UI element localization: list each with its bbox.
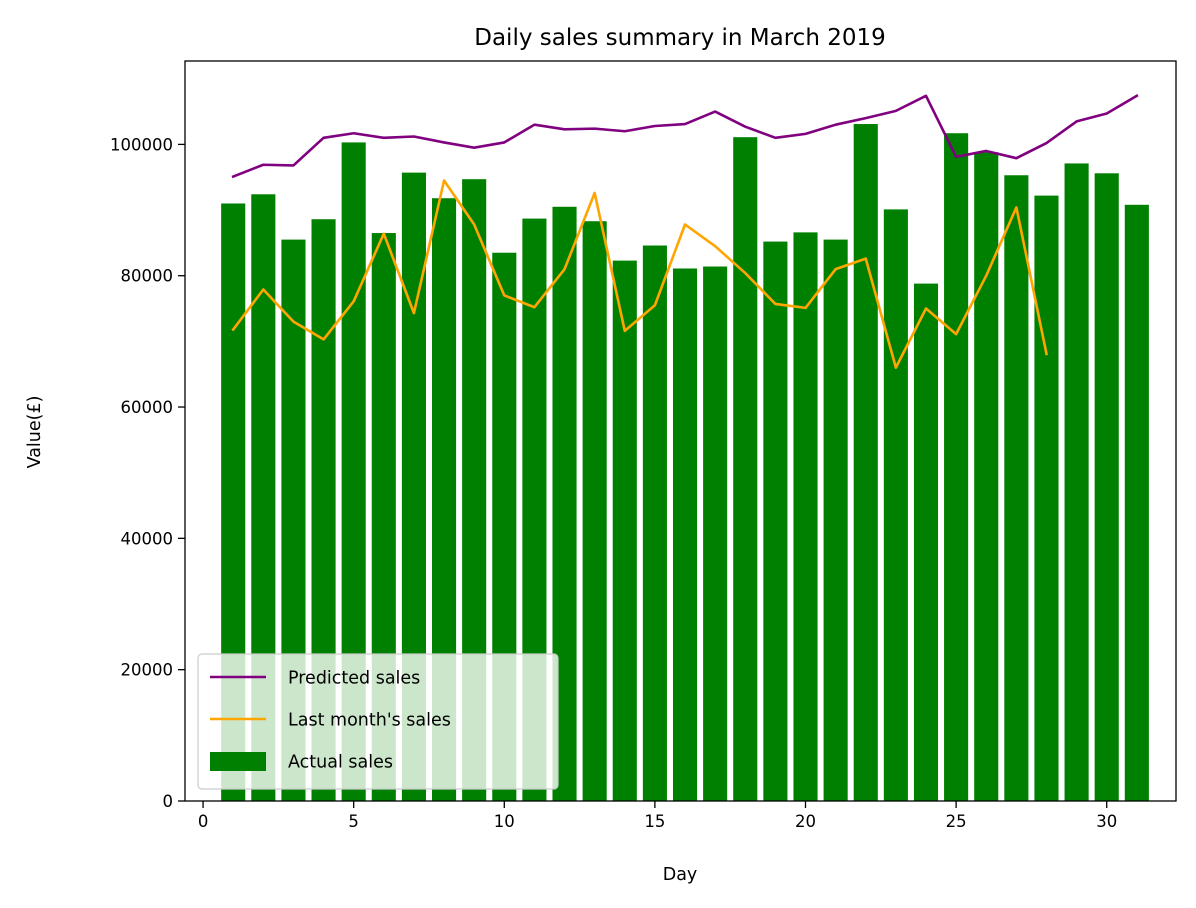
bar-day-14 xyxy=(612,260,637,801)
legend-label: Last month's sales xyxy=(288,711,451,731)
y-tick-label: 100000 xyxy=(110,135,173,154)
bar-day-13 xyxy=(582,221,607,801)
x-tick-label: 25 xyxy=(946,812,967,831)
x-tick-label: 10 xyxy=(494,812,515,831)
x-tick-label: 0 xyxy=(198,812,209,831)
bar-day-25 xyxy=(944,133,969,802)
bar-day-22 xyxy=(853,124,878,801)
bar-day-30 xyxy=(1094,173,1119,801)
bar-day-18 xyxy=(733,137,758,802)
legend-box xyxy=(197,653,559,790)
bar-day-28 xyxy=(1034,195,1059,802)
bar-day-16 xyxy=(672,268,698,801)
x-tick-label: 20 xyxy=(795,812,816,831)
legend: Predicted sales Last month's sales Actual … xyxy=(197,653,559,790)
bar-day-31 xyxy=(1124,204,1149,802)
legend-label: Predicted sales xyxy=(288,669,420,689)
bar-day-23 xyxy=(883,209,908,801)
bar-day-27 xyxy=(1004,175,1029,801)
y-tick-label: 60000 xyxy=(121,398,174,417)
y-tick-label: 0 xyxy=(163,792,174,811)
bar-day-24 xyxy=(913,283,939,802)
bar-day-29 xyxy=(1064,163,1089,801)
y-tick-label: 20000 xyxy=(121,661,174,680)
bar-day-26 xyxy=(974,152,999,801)
plot-frame xyxy=(184,60,1177,802)
axes: 0 5 10 15 20 25 30 0 20000 40000 60000 80000 100000 xyxy=(110,60,1177,831)
x-tick-label: 5 xyxy=(348,812,359,831)
x-axis-label: Day xyxy=(663,865,698,885)
legend-swatch-bar xyxy=(210,752,266,771)
chart-title: Daily sales summary in March 2019 xyxy=(474,25,886,51)
bar-day-15 xyxy=(642,245,667,801)
bar-day-19 xyxy=(763,241,788,801)
bar-day-21 xyxy=(823,239,848,802)
x-tick-label: 15 xyxy=(644,812,665,831)
bar-day-17 xyxy=(703,266,728,801)
y-axis-label: Value(£) xyxy=(25,396,45,469)
x-tick-label: 30 xyxy=(1096,812,1117,831)
y-tick-label: 40000 xyxy=(121,529,174,548)
legend-label: Actual sales xyxy=(288,753,393,773)
series-line-last-month-s-sales xyxy=(231,179,1049,369)
series-line-predicted-sales xyxy=(231,94,1139,179)
bar-day-20 xyxy=(793,232,818,801)
y-tick-label: 80000 xyxy=(121,267,174,286)
